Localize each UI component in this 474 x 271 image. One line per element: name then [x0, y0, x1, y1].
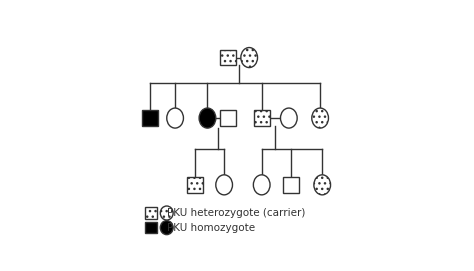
Ellipse shape — [160, 206, 173, 220]
FancyBboxPatch shape — [142, 110, 158, 126]
FancyBboxPatch shape — [145, 222, 156, 234]
Ellipse shape — [312, 108, 328, 128]
FancyBboxPatch shape — [187, 177, 203, 193]
Ellipse shape — [199, 108, 216, 128]
Ellipse shape — [281, 108, 297, 128]
FancyBboxPatch shape — [254, 110, 270, 126]
Ellipse shape — [254, 175, 270, 195]
Ellipse shape — [160, 221, 173, 235]
Text: PKU homozygote: PKU homozygote — [167, 222, 255, 233]
FancyBboxPatch shape — [220, 50, 236, 66]
FancyBboxPatch shape — [145, 207, 156, 219]
Ellipse shape — [216, 175, 232, 195]
FancyBboxPatch shape — [220, 110, 236, 126]
Text: PKU heterozygote (carrier): PKU heterozygote (carrier) — [167, 208, 305, 218]
Ellipse shape — [241, 47, 257, 67]
Ellipse shape — [314, 175, 330, 195]
FancyBboxPatch shape — [283, 177, 299, 193]
Ellipse shape — [167, 108, 183, 128]
